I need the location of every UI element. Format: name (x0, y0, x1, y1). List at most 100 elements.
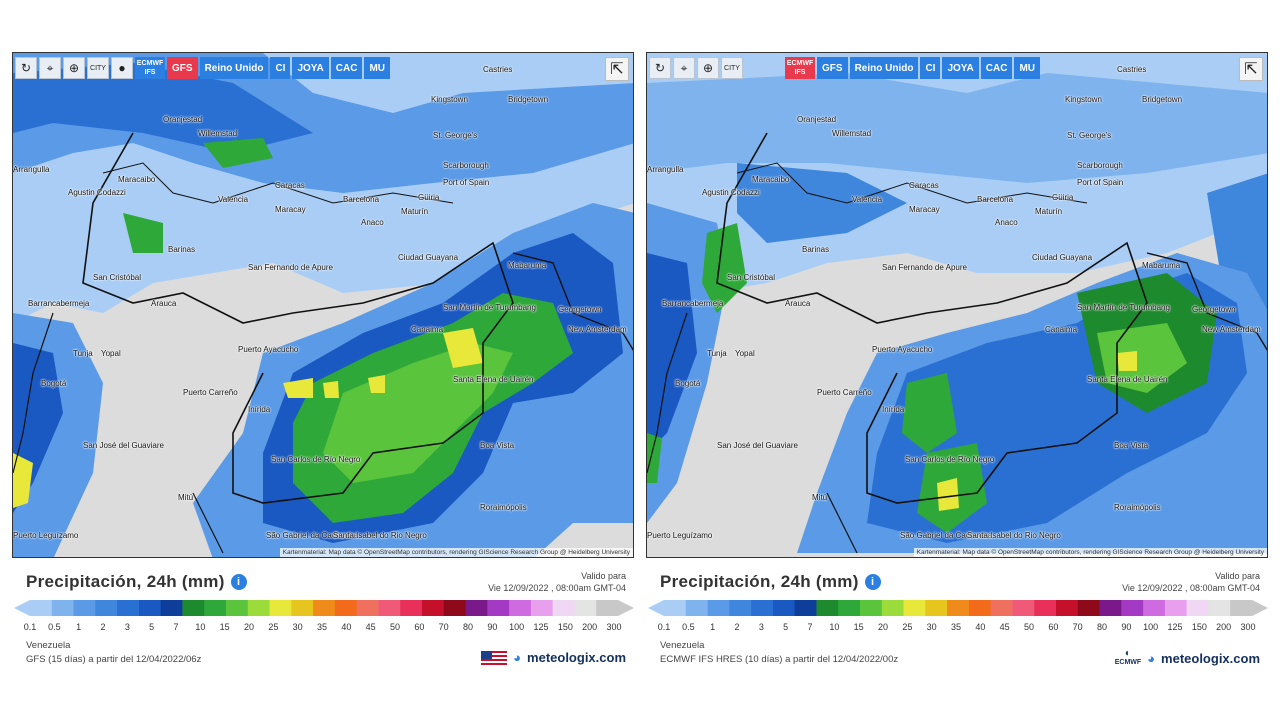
city-label: Güiria (418, 193, 440, 202)
city-label: Arrangulla (647, 165, 684, 174)
city-label: Ciudad Guayana (398, 253, 459, 262)
model-button-ci[interactable]: CI (270, 57, 291, 79)
model-button-joya[interactable]: JOYA (942, 57, 979, 79)
model-button-reino-unido[interactable]: Reino Unido (199, 57, 269, 79)
scale-arrow-low (14, 600, 30, 616)
map-attribution: Kartenmaterial: Map data © OpenStreetMap… (279, 548, 633, 557)
model-button-joya[interactable]: JOYA (292, 57, 329, 79)
scale-swatch (1208, 600, 1231, 616)
model-button-reino-unido[interactable]: Reino Unido (849, 57, 919, 79)
model-button-cac[interactable]: CAC (980, 57, 1013, 79)
scale-swatch (465, 600, 488, 616)
model-button-mu[interactable]: MU (1014, 57, 1041, 79)
city-label: Barcelona (343, 195, 380, 204)
location-pin-icon[interactable]: ⌖ (673, 57, 695, 79)
precipitation-map[interactable]: ↻ ⌖ ⊕ CITY ECMWF IFS GFS Reino Unido CI … (646, 52, 1268, 558)
scale-swatch (990, 600, 1013, 616)
scale-swatch (247, 600, 271, 616)
precipitation-map[interactable]: ↻ ⌖ ⊕ CITY ● ECMWF IFS GFS Reino Unido C… (12, 52, 634, 558)
city-toggle[interactable]: CITY (721, 57, 743, 79)
location-pin-icon[interactable]: ⌖ (39, 57, 61, 79)
info-icon[interactable]: i (864, 574, 881, 590)
brand-name[interactable]: meteologix.com (1161, 651, 1260, 666)
map-attribution: Kartenmaterial: Map data © OpenStreetMap… (913, 548, 1267, 557)
city-label: Barcelona (977, 195, 1014, 204)
scale-swatch (925, 600, 948, 616)
scale-tick-label: 2 (100, 622, 106, 632)
scale-swatch (903, 600, 926, 616)
scale-swatch (117, 600, 140, 616)
city-label: Inírida (248, 405, 271, 414)
scale-tick-label: 80 (1096, 622, 1108, 632)
city-toggle[interactable]: CITY (87, 57, 109, 79)
model-button-ci[interactable]: CI (920, 57, 941, 79)
info-icon[interactable]: i (230, 574, 247, 590)
color-scale-bar (14, 600, 634, 616)
city-label: San Carlos de Río Negro (905, 455, 995, 464)
city-label: Arauca (785, 299, 811, 308)
brand-name[interactable]: meteologix.com (527, 650, 626, 665)
scale-swatch (664, 600, 687, 616)
scale-tick-label: 10 (195, 622, 206, 632)
point-marker-icon[interactable]: ● (111, 57, 133, 79)
scale-tick-label: 50 (389, 622, 401, 632)
us-flag-icon (481, 650, 508, 665)
city-label: San Fernando de Apure (248, 263, 333, 272)
city-label: San Cristóbal (727, 273, 776, 282)
scale-swatch (138, 600, 162, 616)
scale-swatch (881, 600, 905, 616)
scale-tick-label: 30 (926, 622, 937, 632)
scale-swatch (707, 600, 730, 616)
model-button-ecmwf[interactable]: ECMWF IFS (135, 57, 165, 79)
model-button-cac[interactable]: CAC (330, 57, 363, 79)
scale-swatch (1056, 600, 1079, 616)
scale-swatch (794, 600, 817, 616)
scale-swatch (751, 600, 774, 616)
ecmwf-logo-icon: ◐ ECMWF (1114, 648, 1142, 667)
scale-tick-label: 35 (316, 622, 328, 632)
zoom-icon[interactable]: ⊕ (697, 57, 719, 79)
zoom-icon[interactable]: ⊕ (63, 57, 85, 79)
scale-swatch (1099, 600, 1122, 616)
globe-logo-icon: ◕ (1147, 651, 1156, 666)
model-button-gfs[interactable]: GFS (817, 57, 848, 79)
scale-tick-label: 125 (1167, 622, 1183, 632)
model-info: GFS (15 días) a partir del 12/04/2022/06… (26, 654, 202, 665)
scale-swatch (1143, 600, 1166, 616)
city-label: Kingstown (431, 95, 468, 104)
scale-tick-label: 150 (557, 622, 573, 632)
city-label: Valencia (218, 195, 249, 204)
scale-tick-label: 1 (76, 622, 82, 632)
scale-swatch (334, 600, 358, 616)
reload-icon[interactable]: ↻ (15, 57, 37, 79)
scale-tick-label: 40 (341, 622, 352, 632)
city-label: Santa Isabel do Rio Negro (333, 531, 427, 540)
city-label: Castries (483, 65, 513, 74)
city-label: Tunja (73, 349, 93, 358)
city-label: Scarborough (443, 161, 489, 170)
city-label: Yopal (101, 349, 121, 358)
city-label: Mitú (178, 493, 194, 502)
scale-arrow-high (1252, 600, 1268, 616)
city-label: Willemstad (198, 129, 238, 138)
city-label: São Gabriel da Cachoeira (266, 531, 359, 540)
share-icon[interactable]: ⇱ (1239, 57, 1263, 81)
scale-tick-label: 70 (438, 622, 449, 632)
city-label: Bogotá (675, 379, 701, 388)
scale-tick-label: 3 (124, 622, 130, 632)
city-label: San José del Guaviare (717, 441, 798, 450)
scale-swatch (400, 600, 423, 616)
city-label: Castries (1117, 65, 1147, 74)
scale-tick-label: 2 (734, 622, 740, 632)
model-button-gfs[interactable]: GFS (167, 57, 198, 79)
color-scale-ticks: 0.1 0.5 1 2 3 5 7 10 15 20 25 30 35 40 45 50 60 70 80 90 100… (658, 622, 1256, 634)
scale-swatch (356, 600, 379, 616)
model-button-mu[interactable]: MU (364, 57, 391, 79)
scale-swatch (1121, 600, 1144, 616)
model-button-ecmwf[interactable]: ECMWF IFS (785, 57, 815, 79)
reload-icon[interactable]: ↻ (649, 57, 671, 79)
scale-tick-label: 60 (414, 622, 425, 632)
city-label: Puerto Leguízamo (647, 531, 713, 540)
share-icon[interactable]: ⇱ (605, 57, 629, 81)
city-label: Roraimópolis (480, 503, 527, 512)
